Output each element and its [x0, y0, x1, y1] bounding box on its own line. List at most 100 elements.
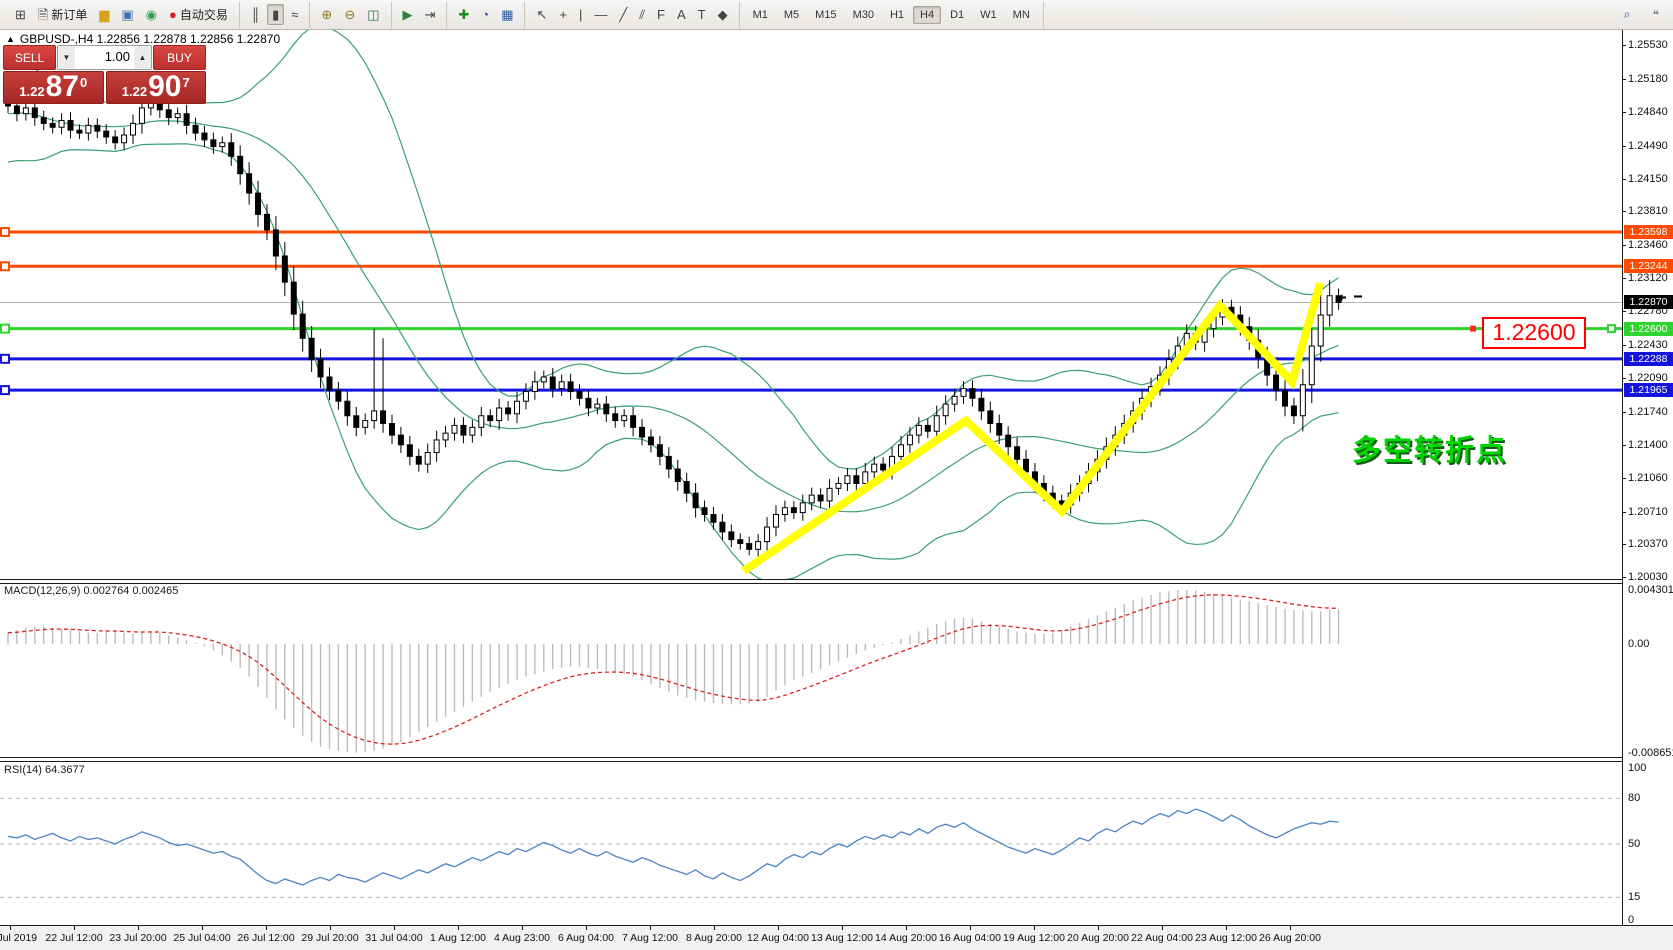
price-tick-dash: [1623, 411, 1626, 413]
price-badge: 1.22288: [1624, 351, 1673, 366]
sell-price-big: 87: [45, 70, 79, 103]
symbol-bar[interactable]: ▲ GBPUSD-,H4 1.22856 1.22878 1.22856 1.2…: [6, 32, 280, 46]
zoom-in-icon[interactable]: ⊕: [316, 4, 337, 25]
volume-input[interactable]: 1.00: [104, 49, 130, 64]
text-label-icon[interactable]: T: [693, 4, 711, 25]
sell-price-tile[interactable]: 1.22 87 0: [3, 71, 104, 104]
zoom-out-icon[interactable]: ⊖: [339, 4, 360, 25]
indicators-icon: ✚: [458, 7, 470, 22]
timeframe-h1[interactable]: H1: [889, 8, 905, 21]
crosshair-icon[interactable]: +: [554, 4, 572, 25]
turning-point-annotation[interactable]: 多空转折点: [1352, 435, 1508, 467]
chart-shift-icon[interactable]: ⇥: [420, 4, 441, 25]
horizontal-line-icon[interactable]: —: [589, 4, 612, 25]
timeframe-m5[interactable]: M5: [783, 8, 800, 21]
price-tick-label: 1.24150: [1628, 172, 1668, 185]
auto-scroll-icon[interactable]: ▶: [398, 4, 418, 25]
timeframe-group: M1 M5 M15 M30 H1 H4 D1 W1 MN: [740, 1, 1044, 28]
chat-icon[interactable]: ❝: [1652, 7, 1659, 22]
fibonacci-icon[interactable]: F: [652, 4, 670, 25]
time-label: 29 Jul 20:00: [301, 932, 359, 944]
price-tick-dash: [1623, 577, 1626, 579]
timeframe-m1[interactable]: M1: [752, 8, 768, 21]
time-tick: [970, 926, 971, 930]
price-tick-dash: [1623, 145, 1626, 147]
periods-icon[interactable]: ◔: [476, 4, 494, 25]
tile-windows-icon[interactable]: ◫: [362, 4, 384, 25]
new-chart-icon: ⊞: [15, 7, 26, 22]
macd-tick-label: 0.004301: [1628, 584, 1673, 596]
time-tick: [778, 926, 779, 930]
rsi-tick-label: 15: [1628, 891, 1641, 904]
panel-separator[interactable]: [0, 579, 1622, 584]
gold-icon[interactable]: ▆: [94, 4, 114, 25]
cursor-icon[interactable]: ↖: [531, 4, 552, 25]
price-badge: 1.21965: [1624, 383, 1673, 398]
volume-stepper: ▼ 1.00 ▲: [57, 45, 152, 70]
autotrading-button[interactable]: ● 自动交易: [164, 3, 233, 26]
time-tick: [650, 926, 651, 930]
indicators-icon[interactable]: ✚: [453, 4, 474, 25]
price-tick-dash: [1623, 444, 1626, 446]
time-tick: [1162, 926, 1163, 930]
price-tick-label: 1.23120: [1628, 272, 1668, 285]
time-label: 23 Aug 12:00: [1195, 932, 1257, 944]
arrows-icon[interactable]: ◆: [713, 4, 733, 25]
new-chart-icon[interactable]: ⊞: [10, 4, 31, 25]
new-order-button[interactable]: 🗎 新订单: [33, 3, 92, 26]
volume-up-button[interactable]: ▲: [134, 46, 151, 69]
toolbar-group: ⊕ ⊖ ◫: [310, 1, 392, 28]
text-label-icon: T: [697, 7, 706, 22]
bar-chart-icon[interactable]: ║: [246, 4, 265, 25]
buy-price-tile[interactable]: 1.22 90 7: [105, 71, 206, 104]
channel-icon[interactable]: ⫽: [634, 4, 650, 25]
price-tick-dash: [1623, 44, 1626, 46]
signals-icon[interactable]: ◉: [141, 4, 162, 25]
macd-panel[interactable]: [0, 583, 1622, 757]
timeframe-d1[interactable]: D1: [950, 8, 965, 21]
candlestick-chart-icon[interactable]: ▮: [267, 4, 285, 25]
time-tick: [1098, 926, 1099, 930]
rsi-tick-label: 100: [1628, 762, 1647, 774]
time-axis[interactable]: 19 Jul 2019 22 Jul 12:00 23 Jul 20:00 25 Ju…: [0, 925, 1673, 950]
price-tick-dash: [1623, 345, 1626, 347]
price-tick-label: 1.23460: [1628, 239, 1668, 252]
timeframe-m30[interactable]: M30: [852, 8, 874, 21]
price-tick-dash: [1623, 78, 1626, 80]
buy-button[interactable]: BUY: [153, 45, 206, 70]
price-tick-label: 1.24840: [1628, 105, 1668, 118]
line-chart-icon[interactable]: ≈: [286, 4, 303, 25]
price-axis[interactable]: 1.25530 1.25180 1.24840 1.24490 1.24150 1.238…: [1622, 30, 1673, 926]
rsi-label: RSI(14) 64.3677: [4, 764, 85, 776]
time-label: 12 Aug 04:00: [747, 932, 809, 944]
rsi-panel[interactable]: [0, 761, 1622, 924]
level-price-label[interactable]: 1.22600: [1482, 317, 1586, 349]
vertical-line-icon[interactable]: |: [574, 4, 587, 25]
main-chart[interactable]: [0, 30, 1622, 579]
panel-separator[interactable]: [0, 757, 1622, 762]
price-tick-label: 1.23810: [1628, 205, 1668, 218]
toolbar-group: ║ ▮ ≈: [240, 1, 311, 28]
templates-icon: ▦: [501, 7, 514, 22]
price-tick-label: 1.21740: [1628, 405, 1668, 418]
chart-window-icon[interactable]: ▣: [116, 4, 138, 25]
timeframe-h4[interactable]: H4: [913, 5, 942, 24]
timeframe-m15[interactable]: M15: [815, 8, 837, 21]
sell-price-sup: 0: [79, 75, 88, 90]
trendline-icon[interactable]: ╱: [614, 4, 632, 25]
arrows-icon: ◆: [717, 7, 728, 22]
templates-icon[interactable]: ▦: [496, 4, 518, 25]
collapse-icon[interactable]: ▲: [6, 34, 15, 44]
time-tick: [906, 926, 907, 930]
search-icon[interactable]: ⌕: [1623, 7, 1631, 21]
time-tick: [714, 926, 715, 930]
price-tick-label: 1.22090: [1628, 371, 1668, 384]
timeframe-w1[interactable]: W1: [980, 8, 997, 21]
text-icon[interactable]: A: [672, 4, 691, 25]
buy-price-small: 1.22: [121, 84, 148, 99]
timeframe-mn[interactable]: MN: [1012, 8, 1030, 21]
time-label: 16 Aug 04:00: [939, 932, 1001, 944]
sell-button[interactable]: SELL: [3, 45, 56, 70]
volume-down-button[interactable]: ▼: [58, 46, 75, 69]
